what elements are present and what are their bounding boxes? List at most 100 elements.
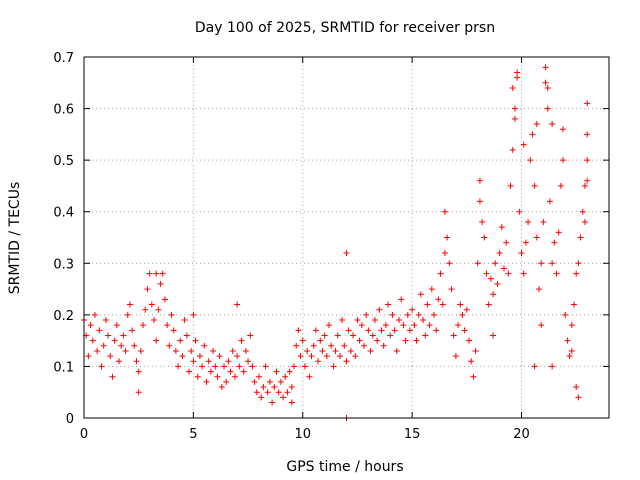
data-point	[533, 121, 540, 128]
data-point	[544, 84, 551, 91]
data-point	[571, 301, 577, 308]
data-point	[339, 317, 346, 324]
data-point	[501, 265, 507, 272]
data-point	[568, 322, 575, 329]
data-point	[444, 234, 451, 241]
data-point	[277, 378, 284, 385]
data-point	[120, 332, 127, 339]
data-point	[85, 353, 92, 360]
data-point	[505, 270, 512, 277]
data-point	[286, 368, 293, 375]
data-point	[437, 270, 444, 277]
data-point	[221, 363, 227, 370]
data-point	[398, 296, 405, 303]
data-points	[81, 64, 591, 421]
data-point	[161, 296, 168, 303]
data-point	[385, 301, 392, 308]
data-point	[107, 353, 114, 360]
data-point	[89, 337, 96, 344]
data-point	[577, 234, 584, 241]
data-point	[520, 270, 527, 277]
x-tick-label: 20	[513, 427, 530, 442]
data-point	[485, 301, 492, 308]
data-point	[157, 280, 164, 287]
data-point	[262, 363, 269, 370]
data-point	[352, 353, 359, 360]
data-point	[496, 249, 503, 256]
data-point	[315, 358, 322, 365]
data-point	[514, 69, 521, 76]
data-point	[275, 389, 282, 396]
data-point	[417, 291, 424, 298]
chart-title: Day 100 of 2025, SRMTID for receiver prs…	[195, 20, 495, 36]
data-point	[94, 347, 101, 354]
data-point	[562, 311, 569, 318]
data-point	[540, 219, 547, 226]
data-point	[476, 198, 483, 205]
data-point	[553, 270, 560, 277]
data-point	[365, 327, 372, 334]
data-point	[168, 311, 175, 318]
data-point	[560, 157, 567, 164]
data-point	[538, 322, 545, 329]
data-point	[389, 311, 396, 318]
data-point	[424, 301, 431, 308]
data-point	[323, 353, 330, 360]
data-point	[210, 347, 217, 354]
data-point	[406, 327, 413, 334]
data-point	[124, 311, 131, 318]
data-point	[468, 358, 475, 365]
data-point	[249, 363, 256, 370]
data-point	[177, 337, 184, 344]
data-point	[142, 306, 149, 313]
data-point	[87, 322, 94, 329]
data-point	[159, 270, 166, 277]
data-point	[304, 347, 311, 354]
data-point	[253, 389, 260, 396]
y-tick-label: 0.1	[53, 360, 74, 375]
x-tick-label: 10	[294, 427, 311, 442]
data-point	[568, 347, 575, 354]
data-point	[205, 358, 212, 365]
x-tick-label: 15	[404, 427, 421, 442]
data-point	[218, 384, 225, 391]
data-point	[409, 306, 416, 313]
data-point	[153, 337, 160, 344]
data-point	[251, 378, 258, 385]
data-point	[544, 105, 551, 112]
data-point	[284, 389, 291, 396]
data-point	[214, 373, 221, 380]
data-point	[131, 342, 138, 349]
data-point	[378, 327, 385, 334]
data-point	[242, 347, 249, 354]
data-point	[533, 234, 540, 241]
data-point	[466, 337, 472, 344]
data-point	[463, 306, 470, 313]
data-point	[266, 378, 273, 385]
data-point	[509, 146, 516, 153]
data-point	[564, 337, 571, 344]
data-point	[492, 260, 499, 267]
data-point	[374, 337, 381, 344]
data-point	[111, 337, 118, 344]
data-point	[96, 327, 103, 334]
data-point	[271, 384, 278, 391]
data-point	[332, 347, 339, 354]
data-point	[441, 249, 448, 256]
y-tick-label: 0.4	[53, 206, 74, 221]
data-point	[345, 327, 352, 334]
data-point	[231, 373, 238, 380]
data-point	[133, 358, 140, 365]
data-point	[387, 332, 394, 339]
data-point	[527, 157, 534, 164]
data-point	[280, 394, 287, 401]
data-point	[584, 100, 591, 107]
data-point	[216, 353, 223, 360]
data-point	[446, 260, 453, 267]
data-point	[411, 322, 418, 329]
data-point	[396, 317, 402, 324]
data-point	[509, 84, 516, 91]
data-point	[151, 317, 157, 324]
data-point	[511, 115, 518, 122]
data-point	[295, 327, 302, 334]
